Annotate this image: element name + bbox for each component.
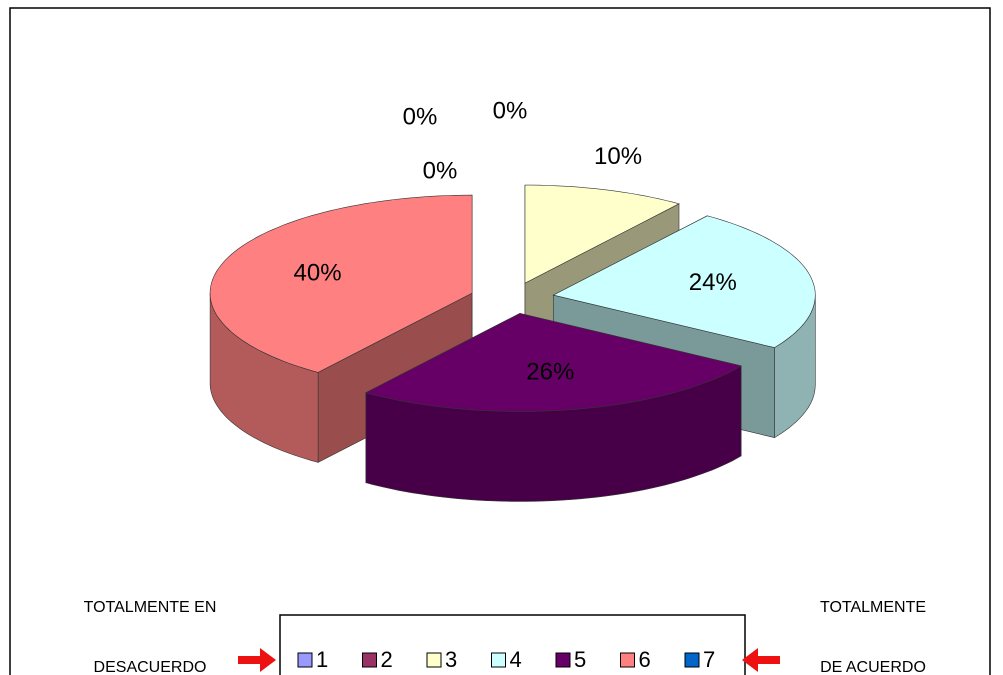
annotation: DESACUERDO (94, 659, 207, 675)
data-label: 10% (594, 143, 642, 170)
legend-label: 5 (574, 647, 586, 672)
legend-swatch (491, 652, 506, 668)
annotation: TOTALMENTE (820, 599, 926, 616)
legend-swatch (684, 652, 700, 668)
data-label: 24% (689, 269, 737, 296)
legend-label: 6 (639, 647, 651, 672)
legend-swatch (362, 652, 377, 668)
legend-label: 3 (445, 647, 457, 672)
legend-swatch (426, 652, 442, 668)
annotation: DE ACUERDO (820, 659, 926, 675)
slice-top (524, 184, 680, 284)
data-label: 0% (403, 103, 438, 130)
legend-label: 7 (703, 647, 715, 672)
arrow-left (238, 648, 276, 672)
legend-swatch (297, 652, 313, 668)
data-label: 0% (423, 157, 458, 184)
pie (209, 184, 816, 502)
slice-top (552, 215, 816, 348)
annotation: TOTALMENTE EN (84, 599, 217, 616)
slice-top (209, 194, 473, 373)
arrow-right (742, 648, 780, 672)
legend-swatch (620, 652, 635, 668)
slice-top (365, 313, 742, 412)
legend-swatch (555, 652, 571, 668)
legend: 1 2 3 4 5 6 7 (297, 647, 715, 672)
legend-label: 4 (510, 647, 522, 672)
chart-border (9, 7, 991, 675)
legend-label: 2 (381, 647, 393, 672)
legend-box (279, 614, 746, 675)
slice (365, 312, 742, 502)
data-label: 26% (526, 358, 574, 385)
data-label: 0% (493, 97, 528, 124)
data-label: 40% (294, 260, 342, 287)
legend-label: 1 (316, 647, 328, 672)
